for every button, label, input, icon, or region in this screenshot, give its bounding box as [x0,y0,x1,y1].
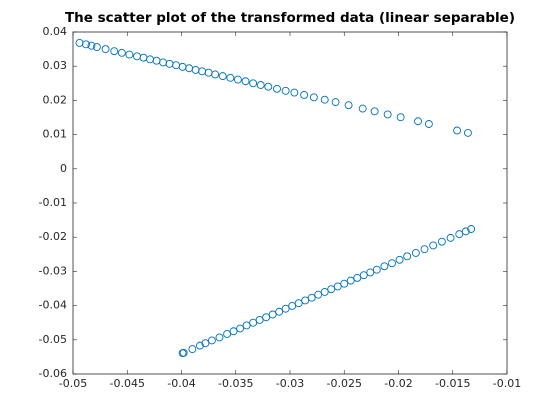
x-tick-label: -0.035 [218,377,253,390]
y-tick-label: -0.04 [39,299,67,312]
y-tick-label: 0.02 [43,93,68,106]
point [327,285,336,294]
point [236,324,245,333]
point [264,82,273,91]
x-tick-label: -0.025 [327,377,362,390]
point [256,81,265,89]
point [463,128,472,137]
point [331,98,340,107]
point [380,262,389,271]
point [359,271,368,280]
y-tick-label: -0.01 [39,196,67,209]
point [215,333,224,342]
point [403,252,412,261]
point [455,230,464,239]
point [437,237,446,246]
y-tick-label: -0.03 [39,264,67,277]
point [255,316,264,324]
point [358,104,367,113]
point [320,95,329,104]
y-tick-label: 0.04 [43,25,68,38]
x-tick-label: -0.04 [167,377,195,390]
point [201,339,210,348]
point [353,273,362,282]
y-tick-label: -0.02 [39,230,67,243]
point [125,50,134,59]
chart-title: The scatter plot of the transformed data… [65,10,515,26]
point [420,245,429,254]
y-tick-label: -0.06 [39,367,67,380]
point [179,348,188,357]
point [281,86,290,95]
point [229,327,238,336]
point [461,227,470,236]
point [294,299,303,308]
point [290,88,299,97]
point [207,336,216,345]
y-tick-label: 0.01 [43,128,68,141]
y-tick-label: 0.03 [43,59,68,72]
point [340,279,349,288]
point [188,345,197,353]
point [110,47,119,56]
point [309,93,318,102]
point [372,265,381,274]
y-tick-label: 0 [60,162,67,175]
point [388,259,396,268]
point [344,101,353,110]
point [241,77,250,86]
point [211,70,220,79]
point [117,48,126,57]
point [396,113,405,122]
point [101,45,110,54]
x-tick-label: -0.03 [276,377,304,390]
point [233,75,242,84]
point [223,330,232,338]
point [242,321,251,330]
point [467,225,476,233]
point [226,73,235,82]
point [395,255,404,264]
point [82,40,90,49]
point [307,293,316,302]
point [446,233,455,242]
point [301,296,310,305]
point [314,290,323,299]
point [288,301,297,310]
point [424,120,433,128]
y-tick-label: -0.05 [39,333,67,346]
point [195,341,204,350]
point [300,90,309,99]
point [275,307,284,316]
point [429,241,438,250]
point [320,287,329,296]
point [383,110,392,119]
x-tick-label: -0.045 [110,377,145,390]
point [268,310,277,319]
point [366,268,375,277]
point [414,117,422,126]
point [249,318,258,327]
point [281,304,290,313]
point [333,282,342,291]
point [249,79,258,88]
point [273,84,281,93]
point [453,126,462,135]
point [218,72,227,81]
x-tick-label: -0.05 [59,377,87,390]
x-tick-label: -0.01 [493,377,521,390]
point [370,107,379,116]
point [92,43,101,51]
point [346,276,355,285]
x-tick-label: -0.015 [435,377,470,390]
x-tick-label: -0.02 [384,377,412,390]
point [87,41,96,50]
point [411,248,420,257]
point [262,313,271,322]
